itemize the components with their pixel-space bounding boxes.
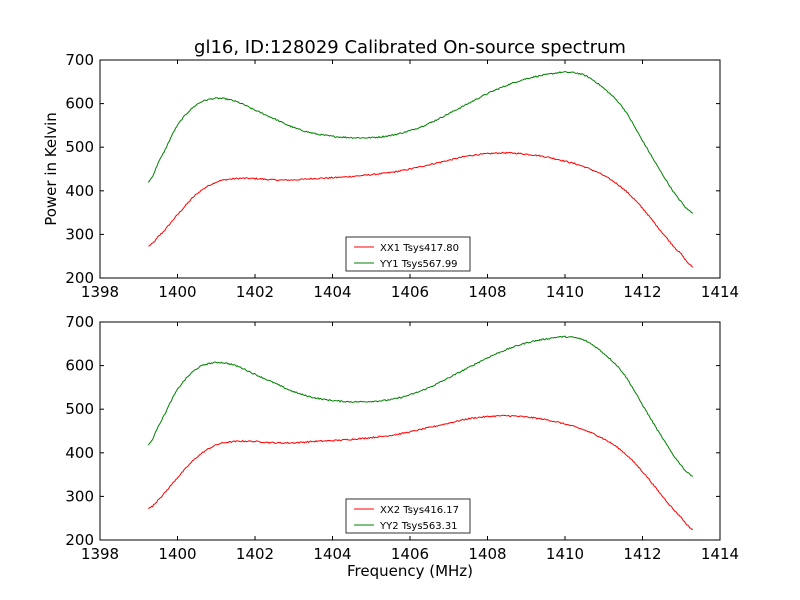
x-tick-label: 1400 — [158, 283, 196, 301]
legend: XX2 Tsys416.17 YY2 Tsys563.31 — [345, 498, 471, 534]
y-axis-label: Power in Kelvin — [42, 112, 60, 226]
series-line-xx1 — [148, 151, 693, 268]
series-line-xx2 — [148, 414, 693, 530]
x-axis-label: Frequency (MHz) — [347, 562, 473, 580]
y-tick-label: 200 — [65, 531, 94, 549]
x-tick-label: 1406 — [391, 283, 429, 301]
x-tick-label: 1404 — [313, 545, 351, 563]
legend: XX1 Tsys417.80 YY1 Tsys567.99 — [345, 236, 471, 272]
x-tick-label: 1404 — [313, 283, 351, 301]
x-tick-label: 1412 — [623, 283, 661, 301]
x-tick-label: 1400 — [158, 545, 196, 563]
legend-entry: YY1 Tsys567.99 — [379, 259, 458, 270]
series-line-yy1 — [148, 71, 694, 214]
legend-entry: XX1 Tsys417.80 — [380, 243, 459, 254]
panel-bottom: 1398 1400 1402 1404 1406 1408 1410 1412 1414 200 3… — [65, 313, 739, 580]
x-tick-label: 1408 — [468, 545, 506, 563]
y-tick-label: 500 — [65, 138, 94, 156]
y-tick-label: 700 — [65, 51, 94, 69]
y-tick-label: 300 — [65, 225, 94, 243]
y-tick-label: 600 — [65, 357, 94, 375]
x-tick-label: 1398 — [81, 283, 119, 301]
y-tick-label: 500 — [65, 400, 94, 418]
x-tick-label: 1406 — [391, 545, 429, 563]
y-tick-label: 400 — [65, 182, 94, 200]
series-line-yy2 — [148, 335, 693, 477]
y-tick-label: 200 — [65, 269, 94, 287]
y-tick-label: 700 — [65, 313, 94, 331]
chart-title: gl16, ID:128029 Calibrated On-source spe… — [194, 37, 626, 58]
y-tick-label: 300 — [65, 487, 94, 505]
y-tick-label: 400 — [65, 444, 94, 462]
panel-top: 1398 1400 1402 1404 1406 1408 1410 1412 1414 200 3… — [42, 51, 739, 301]
x-tick-label: 1412 — [623, 545, 661, 563]
legend-frame — [345, 498, 471, 534]
x-tick-label: 1402 — [236, 545, 274, 563]
x-tick-label: 1410 — [546, 283, 584, 301]
x-tick-label: 1398 — [81, 545, 119, 563]
legend-entry: YY2 Tsys563.31 — [379, 521, 458, 532]
x-tick-label: 1410 — [546, 545, 584, 563]
x-tick-label: 1408 — [468, 283, 506, 301]
x-tick-label: 1414 — [701, 283, 739, 301]
legend-entry: XX2 Tsys416.17 — [380, 505, 459, 516]
x-tick-label: 1414 — [701, 545, 739, 563]
legend-frame — [345, 236, 471, 272]
x-tick-label: 1402 — [236, 283, 274, 301]
y-tick-label: 600 — [65, 95, 94, 113]
